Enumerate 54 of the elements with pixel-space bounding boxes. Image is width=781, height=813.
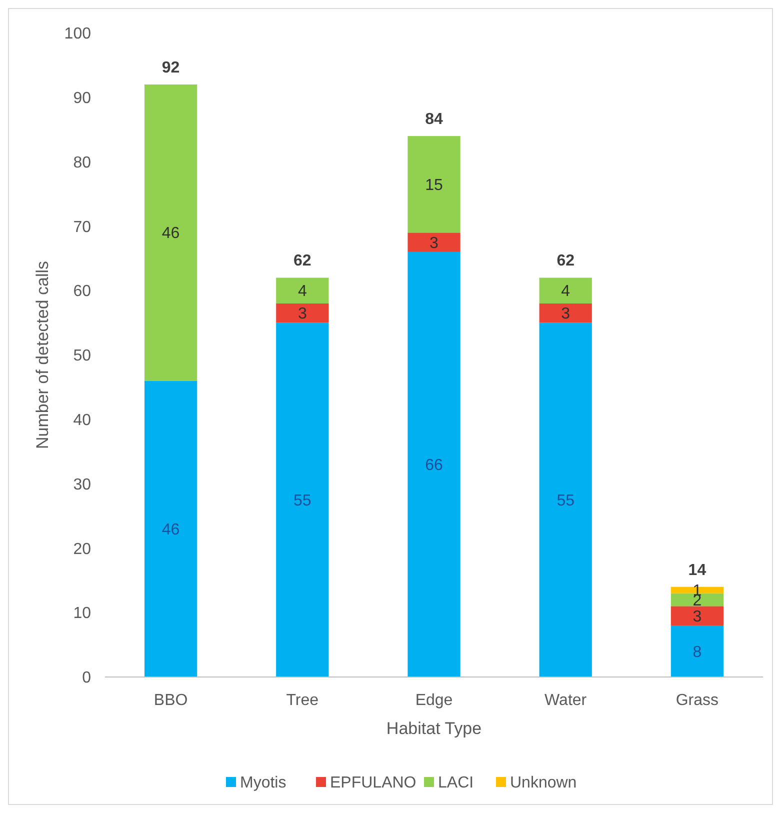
y-tick-label: 10 bbox=[73, 605, 92, 622]
bar bbox=[408, 232, 460, 252]
bar bbox=[670, 586, 724, 594]
total-label: 62 bbox=[556, 252, 575, 270]
bar bbox=[276, 278, 329, 304]
total-label: 14 bbox=[688, 562, 706, 579]
x-axis-title: Habitat Type bbox=[386, 719, 482, 738]
data-label: 46 bbox=[162, 521, 180, 538]
data-label: 3 bbox=[692, 608, 702, 626]
total-label: 62 bbox=[294, 252, 312, 270]
data-label: 3 bbox=[561, 306, 570, 323]
data-label: 4 bbox=[298, 283, 307, 300]
y-tick-label: 100 bbox=[64, 26, 92, 43]
data-label: 15 bbox=[425, 176, 443, 194]
legend-label: LACI bbox=[438, 774, 474, 792]
bar bbox=[670, 625, 724, 677]
data-label: 4 bbox=[561, 283, 570, 300]
bar bbox=[408, 136, 460, 233]
legend-label: Myotis bbox=[240, 774, 286, 792]
y-tick-label: 60 bbox=[73, 283, 92, 300]
x-tick-label: Tree bbox=[286, 692, 319, 709]
y-axis-title: Number of detected calls bbox=[33, 260, 52, 450]
data-label: 3 bbox=[430, 234, 439, 252]
data-label: 66 bbox=[425, 457, 443, 474]
y-tick-label: 80 bbox=[73, 154, 92, 172]
data-label: 55 bbox=[294, 492, 312, 510]
y-tick-label: 20 bbox=[73, 540, 92, 558]
total-label: 84 bbox=[425, 111, 443, 128]
y-tick-label: 70 bbox=[73, 218, 92, 236]
x-tick-label: Water bbox=[544, 692, 588, 709]
data-label: 3 bbox=[298, 306, 307, 323]
bar bbox=[539, 303, 592, 323]
y-tick-label: 50 bbox=[73, 348, 92, 365]
data-label: 46 bbox=[162, 225, 180, 242]
legend-label: EPFULANO bbox=[330, 774, 416, 792]
bar bbox=[408, 252, 460, 677]
y-tick-label: 30 bbox=[73, 476, 92, 494]
bar bbox=[539, 322, 592, 677]
y-tick-label: 40 bbox=[73, 412, 92, 429]
bar bbox=[539, 278, 592, 304]
x-tick-label: BBO bbox=[154, 692, 188, 709]
bar bbox=[144, 84, 198, 381]
y-tick-label: 0 bbox=[82, 670, 92, 687]
bar bbox=[276, 303, 329, 323]
legend-label: Unknown bbox=[510, 774, 577, 792]
data-label: 55 bbox=[556, 492, 575, 510]
x-tick-label: Edge bbox=[415, 692, 453, 709]
y-tick-label: 90 bbox=[73, 90, 92, 107]
data-label: 8 bbox=[692, 644, 702, 661]
bar bbox=[670, 606, 724, 626]
total-label: 92 bbox=[162, 60, 180, 77]
x-tick-label: Grass bbox=[676, 692, 719, 709]
bar bbox=[276, 322, 329, 677]
bar bbox=[144, 380, 198, 677]
